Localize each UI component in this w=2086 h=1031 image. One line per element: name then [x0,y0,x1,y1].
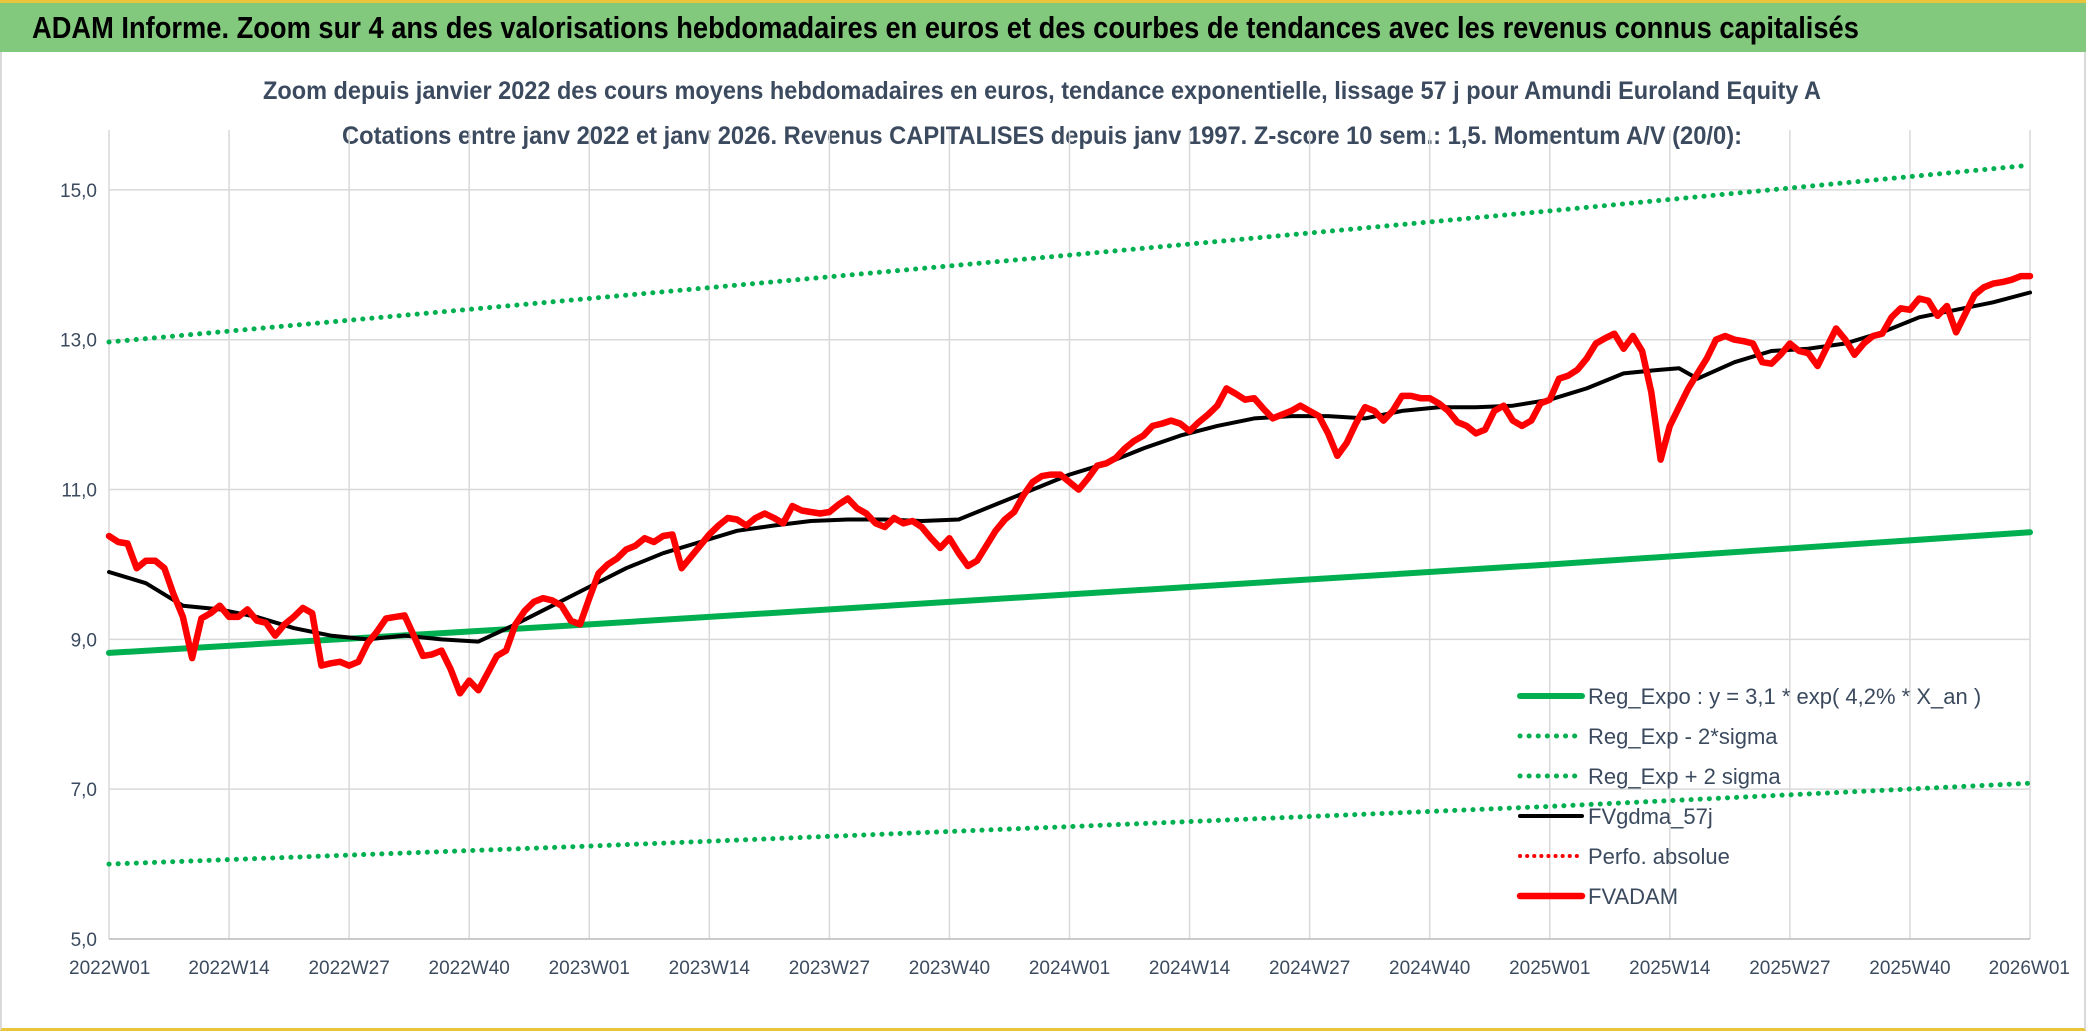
legend-label-0: Reg_Expo : y = 3,1 * exp( 4,2% * X_an ) [1588,684,1981,709]
chart-title: Zoom depuis janvier 2022 des cours moyen… [263,77,1821,105]
x-tick-label: 2024W27 [1269,958,1350,979]
x-tick-label: 2022W01 [69,958,150,979]
series-line-1 [106,780,2033,867]
y-tick-label: 15,0 [60,181,97,202]
x-tick-label: 2026W01 [1989,958,2070,979]
x-tick-label: 2023W01 [549,958,630,979]
x-tick-label: 2023W27 [789,958,870,979]
chart-svg: Zoom depuis janvier 2022 des cours moyen… [60,77,2070,979]
y-tick-label: 9,0 [71,630,97,651]
legend-label-1: Reg_Exp - 2*sigma [1588,724,1778,749]
y-axis-ticks: 5,0 7,0 9,0 11,0 13,0 15,0 [60,181,97,951]
y-tick-label: 11,0 [61,481,97,502]
legend: Reg_Expo : y = 3,1 * exp( 4,2% * X_an ) R… [1516,684,1981,909]
x-tick-label: 2024W01 [1029,958,1110,979]
series-line-3 [107,290,2032,644]
legend-label-2: Reg_Exp + 2 sigma [1588,764,1781,789]
x-tick-label: 2022W27 [308,958,389,979]
legend-label-3: FVgdma_57j [1588,804,1713,829]
x-tick-label: 2024W14 [1149,958,1231,979]
x-tick-label: 2023W14 [669,958,751,979]
chart-subtitle: Cotations entre janv 2022 et janv 2026. … [342,122,1742,150]
series-line-2 [106,162,2033,345]
series-line-0 [106,529,2033,656]
x-tick-label: 2025W14 [1629,958,1711,979]
x-tick-label: 2025W40 [1869,958,1950,979]
series-line-5 [105,272,2034,697]
x-tick-label: 2025W27 [1749,958,1830,979]
banner-title: ADAM Informe. Zoom sur 4 ans des valoris… [32,9,1859,45]
x-tick-label: 2024W40 [1389,958,1470,979]
x-axis-ticks: 2022W01 2022W14 2022W27 2022W40 2023W01 2023W… [69,958,2070,979]
series-lines [105,162,2034,867]
y-tick-label: 5,0 [71,930,97,951]
x-tick-label: 2022W40 [429,958,510,979]
report-banner: ADAM Informe. Zoom sur 4 ans des valoris… [0,0,2086,52]
chart-frame: Zoom depuis janvier 2022 des cours moyen… [0,52,2086,1031]
y-tick-label: 7,0 [71,780,97,801]
y-tick-label: 13,0 [60,331,97,352]
x-tick-label: 2022W14 [188,958,270,979]
x-tick-label: 2025W01 [1509,958,1590,979]
legend-label-4: Perfo. absolue [1588,844,1730,869]
legend-label-5: FVADAM [1588,884,1678,909]
x-tick-label: 2023W40 [909,958,990,979]
grid-lines [108,130,2031,940]
